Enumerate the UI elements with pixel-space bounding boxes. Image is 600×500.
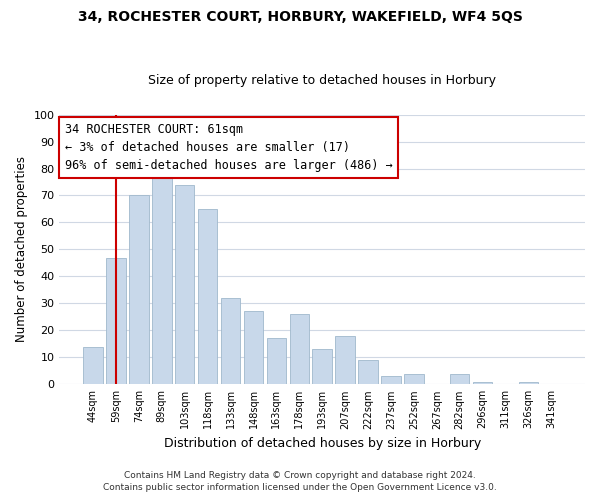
Bar — [175, 184, 194, 384]
Bar — [404, 374, 424, 384]
Bar — [519, 382, 538, 384]
Bar — [106, 258, 126, 384]
Bar — [129, 196, 149, 384]
Text: 34, ROCHESTER COURT, HORBURY, WAKEFIELD, WF4 5QS: 34, ROCHESTER COURT, HORBURY, WAKEFIELD,… — [77, 10, 523, 24]
Bar — [313, 349, 332, 384]
Y-axis label: Number of detached properties: Number of detached properties — [15, 156, 28, 342]
X-axis label: Distribution of detached houses by size in Horbury: Distribution of detached houses by size … — [164, 437, 481, 450]
Bar — [221, 298, 240, 384]
Bar — [290, 314, 309, 384]
Bar — [244, 312, 263, 384]
Text: 34 ROCHESTER COURT: 61sqm
← 3% of detached houses are smaller (17)
96% of semi-d: 34 ROCHESTER COURT: 61sqm ← 3% of detach… — [65, 122, 392, 172]
Bar — [266, 338, 286, 384]
Bar — [450, 374, 469, 384]
Bar — [335, 336, 355, 384]
Bar — [198, 209, 217, 384]
Bar — [358, 360, 378, 384]
Text: Contains HM Land Registry data © Crown copyright and database right 2024.
Contai: Contains HM Land Registry data © Crown c… — [103, 471, 497, 492]
Bar — [83, 346, 103, 385]
Title: Size of property relative to detached houses in Horbury: Size of property relative to detached ho… — [148, 74, 496, 87]
Bar — [381, 376, 401, 384]
Bar — [473, 382, 493, 384]
Bar — [152, 166, 172, 384]
